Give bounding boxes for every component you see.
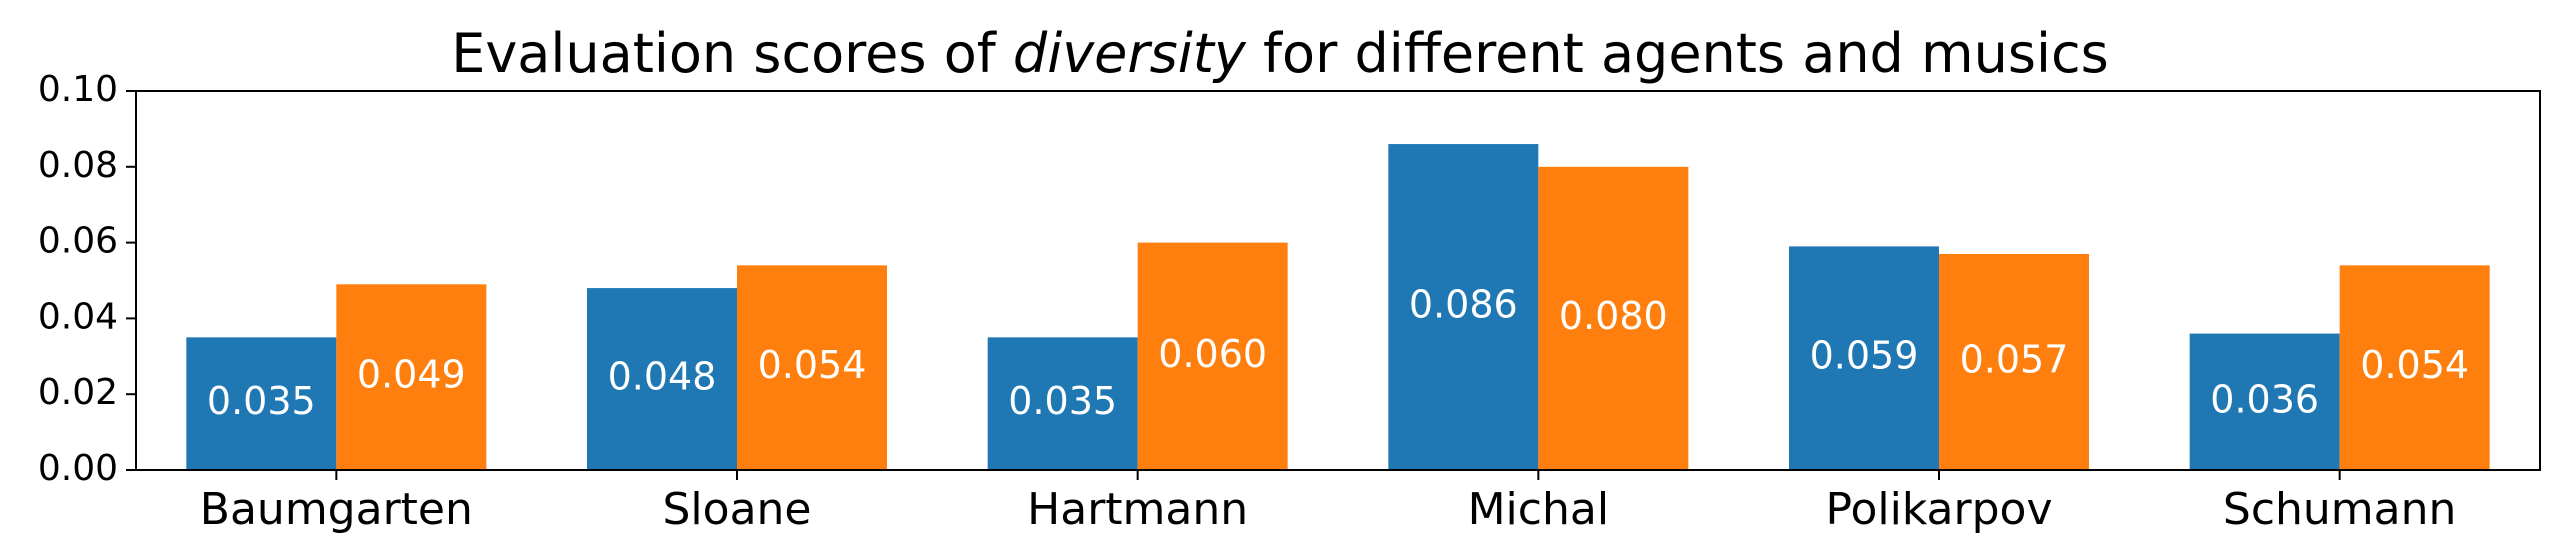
bar <box>587 288 737 470</box>
y-tick-label: 0.00 <box>38 448 118 489</box>
bar-value-label: 0.060 <box>1158 332 1267 376</box>
x-tick-label: Schumann <box>2223 484 2457 535</box>
bar-value-label: 0.035 <box>1008 379 1117 423</box>
bar <box>336 284 487 470</box>
bar-value-label: 0.036 <box>2210 377 2319 421</box>
chart-title-part-3: for different agents and musics <box>1246 22 2109 85</box>
bar <box>1137 242 1288 470</box>
x-tick-label: Baumgarten <box>200 484 473 535</box>
bar-value-label: 0.086 <box>1409 283 1518 327</box>
bar <box>1789 246 1939 470</box>
bar <box>2189 333 2340 470</box>
bar <box>1538 166 1689 471</box>
y-tick-label: 0.08 <box>38 145 118 186</box>
bar-value-label: 0.035 <box>207 379 316 423</box>
bar <box>1939 253 2089 470</box>
y-tick-label: 0.04 <box>38 296 118 337</box>
bar-value-label: 0.049 <box>357 353 466 397</box>
y-axis-ticks: 0.00 0.02 0.04 0.06 0.08 0.10 <box>38 69 136 489</box>
y-tick-label: 0.10 <box>38 69 118 110</box>
bars <box>186 144 2490 471</box>
x-tick-label: Hartmann <box>1027 484 1248 535</box>
bar <box>186 337 337 470</box>
chart-title-part-1: Evaluation scores of <box>451 22 1013 85</box>
bar <box>1388 144 1539 470</box>
bar <box>987 337 1138 470</box>
value-labels: 0.035 0.049 0.048 0.054 0.035 0.060 0.086 0.080… <box>207 283 2469 424</box>
bar <box>2339 265 2490 470</box>
y-tick-label: 0.02 <box>38 372 118 413</box>
bar <box>737 265 887 470</box>
x-tick-label: Michal <box>1468 484 1609 535</box>
x-tick-label: Sloane <box>663 484 812 535</box>
chart-title: Evaluation scores of diversity for diffe… <box>451 22 2109 85</box>
bar-value-label: 0.054 <box>758 343 867 387</box>
x-tick-label: Polikarpov <box>1826 484 2053 535</box>
bar-value-label: 0.059 <box>1810 334 1919 378</box>
x-axis-ticks: Baumgarten Sloane Hartmann Michal Polikarpov… <box>200 470 2457 535</box>
plot-frame <box>135 90 2541 471</box>
bar-value-label: 0.057 <box>1960 337 2069 381</box>
bar-value-label: 0.080 <box>1559 294 1668 338</box>
y-tick-label: 0.06 <box>38 221 118 262</box>
bar-value-label: 0.048 <box>608 355 717 399</box>
bar-value-label: 0.054 <box>2360 343 2469 387</box>
chart-title-part-2: diversity <box>1013 22 1247 85</box>
